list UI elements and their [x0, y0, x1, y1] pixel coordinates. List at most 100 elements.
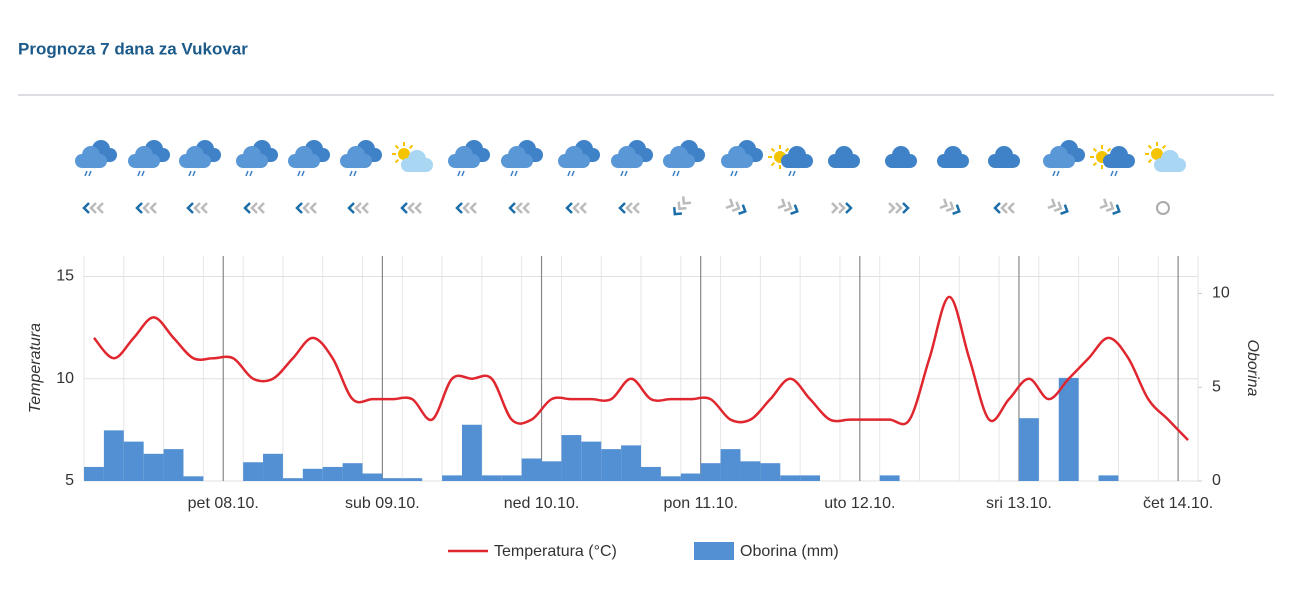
chevron: [515, 202, 523, 214]
chevron: [790, 204, 799, 215]
rain-drop: [571, 170, 575, 177]
bar: [700, 463, 721, 481]
chevron: [1112, 204, 1121, 215]
bar: [680, 473, 701, 481]
rain-drop: [734, 170, 738, 177]
chevron: [200, 202, 208, 214]
wind-arrows: [1047, 198, 1069, 215]
weather-icon: [501, 140, 543, 177]
wind-icon: [725, 198, 747, 215]
weather-icon: [828, 146, 860, 168]
cloud-part: [892, 160, 910, 168]
rain-drop: [88, 170, 92, 177]
bar: [342, 463, 363, 481]
wind-arrows: [831, 202, 853, 214]
sun: [398, 148, 410, 160]
chevron: [831, 202, 839, 214]
y-tick-label: 10: [56, 370, 74, 387]
bar: [1098, 475, 1119, 481]
chevron: [82, 202, 90, 214]
wind-icon: [1099, 198, 1121, 215]
wind-arrows: [400, 202, 422, 214]
bar: [302, 468, 323, 481]
wind-icon: [565, 202, 587, 214]
weather-icon: [611, 140, 653, 177]
chevron: [952, 204, 961, 215]
weather-icon: [768, 145, 813, 177]
chevron: [672, 206, 683, 216]
bar: [123, 441, 144, 481]
wind-icon: [295, 202, 317, 214]
bar: [760, 463, 781, 481]
wind-arrows: [939, 198, 961, 215]
bar: [263, 453, 283, 481]
rain-drop: [301, 170, 305, 177]
wind-arrows: [993, 202, 1015, 214]
cloud-part: [995, 160, 1013, 168]
bar: [322, 466, 343, 481]
legend-label: Oborina (mm): [740, 543, 839, 560]
bar: [362, 473, 383, 481]
bar: [879, 475, 900, 481]
chevron: [725, 198, 735, 210]
weather-icon: [1145, 142, 1186, 172]
sun-ray: [394, 144, 400, 150]
cloud-part: [408, 164, 426, 172]
rain-drop: [1056, 170, 1060, 177]
wind-arrows: [725, 198, 747, 215]
cloud-part: [455, 160, 473, 168]
rain-drop: [249, 170, 253, 177]
wind-arrows: [565, 202, 587, 214]
y2-tick-label: 0: [1212, 472, 1221, 489]
wind-icon: [1156, 201, 1170, 215]
sun-ray: [408, 144, 414, 150]
x-tick-label: pon 11.10.: [663, 495, 737, 512]
wind-arrows: [82, 202, 104, 214]
weather-icon: [288, 140, 330, 177]
bar: [143, 453, 164, 481]
sun-ray: [1106, 147, 1112, 153]
rain-drop: [245, 170, 249, 177]
rain-drop: [788, 170, 792, 177]
chevron: [565, 202, 573, 214]
sun-ray: [394, 158, 400, 164]
chevron: [89, 202, 97, 214]
cloud-part: [508, 160, 526, 168]
cloud-part: [565, 160, 583, 168]
calm: [1156, 201, 1170, 215]
chevron: [1053, 201, 1063, 213]
bar: [481, 475, 502, 481]
bar: [720, 449, 741, 481]
chevron: [250, 202, 258, 214]
wind-arrows: [508, 202, 530, 214]
cloud-part: [347, 160, 365, 168]
chevron: [1007, 202, 1015, 214]
rain-drop: [137, 170, 141, 177]
wind-icon: [400, 202, 422, 214]
bar: [461, 424, 482, 481]
bar: [84, 466, 104, 481]
wind-icon: [508, 202, 530, 214]
chevron: [243, 202, 251, 214]
chevron: [400, 202, 408, 214]
temperature-line: [92, 295, 1189, 441]
weather-icon: [721, 140, 763, 177]
chevron: [295, 202, 303, 214]
cloud-part: [1161, 164, 1179, 172]
chevron: [572, 202, 580, 214]
rain-drop: [624, 170, 628, 177]
wind-icon: [186, 202, 208, 214]
bar: [521, 458, 542, 481]
chevron: [347, 202, 355, 214]
chevron: [738, 204, 747, 215]
wind-icon: [82, 202, 104, 214]
cloud-part: [788, 160, 806, 168]
chevron: [257, 202, 265, 214]
bar: [641, 466, 661, 481]
weather-icon: [663, 140, 705, 177]
bar: [1058, 377, 1079, 481]
chevron: [522, 202, 530, 214]
chevron: [1000, 202, 1008, 214]
chevron: [777, 198, 787, 210]
